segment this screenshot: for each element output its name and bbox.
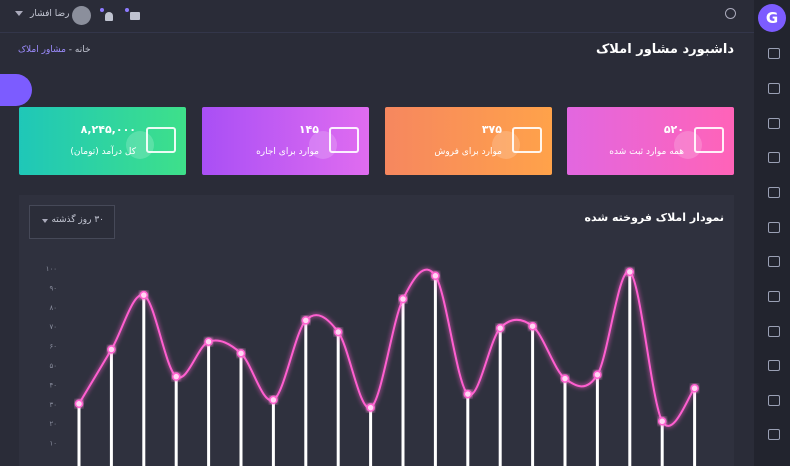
nav-icon[interactable] [768, 395, 780, 406]
stat-card: ۵۲۰ همه موارد ثبت شده [567, 107, 734, 175]
point [139, 290, 149, 300]
settings-toggle[interactable] [0, 74, 32, 106]
y-tick-label: ۴۰ [49, 381, 57, 389]
nav-icon[interactable] [768, 152, 780, 163]
line [78, 268, 696, 427]
messages-dot [125, 8, 129, 12]
nav-icon[interactable] [768, 222, 780, 233]
avatar[interactable] [72, 6, 91, 25]
breadcrumb: خانه - مشاور املاک [18, 45, 91, 55]
y-tick-label: ۱۰۰ [46, 265, 57, 273]
logo[interactable]: G [758, 4, 786, 32]
search-icon[interactable] [725, 8, 736, 19]
nav-icon[interactable] [768, 83, 780, 94]
point [560, 374, 570, 383]
sidebar: G [754, 0, 790, 466]
icon-backdrop [674, 131, 702, 159]
notification-dot [100, 8, 104, 12]
dropdown-label: ۳۰ روز گذشته [51, 215, 104, 225]
point [593, 370, 602, 379]
point [463, 389, 473, 399]
stat-card: ۱۴۵ موارد برای اجاره [202, 107, 369, 175]
point [236, 349, 246, 358]
nav-icon[interactable] [768, 256, 780, 267]
messages-icon[interactable] [130, 12, 140, 20]
point [269, 395, 278, 405]
nav-icon[interactable] [768, 429, 780, 440]
point [366, 403, 375, 412]
card-icon [512, 127, 542, 153]
icon-backdrop [309, 131, 337, 159]
notification-icon[interactable] [105, 12, 113, 21]
point [398, 294, 408, 304]
stat-value: ۸,۲۴۵,۰۰۰ [80, 123, 136, 136]
point [690, 384, 699, 393]
nav-icon[interactable] [768, 291, 780, 302]
y-tick-label: ۲۰ [49, 420, 57, 428]
icon-backdrop [126, 131, 154, 159]
point [171, 372, 181, 381]
stat-label: موارد برای اجاره [256, 147, 319, 157]
chart: ۱۰ ۲۰ ۳۰ ۴۰ ۵۰ ۶۰ ۷۰ ۸۰ ۹۰ ۱۰۰ [46, 265, 699, 466]
point [301, 316, 311, 325]
y-tick-label: ۱۰ [49, 440, 57, 448]
point [204, 337, 213, 346]
y-tick-label: ۶۰ [49, 343, 57, 351]
y-tick-label: ۷۰ [49, 323, 57, 331]
y-tick-label: ۵۰ [49, 362, 57, 370]
user-menu-caret[interactable] [15, 11, 23, 16]
chart-title: نمودار املاک فروخته شده [584, 211, 724, 224]
card-icon [146, 127, 176, 153]
nav-icon[interactable] [768, 360, 780, 371]
nav-icon[interactable] [768, 187, 780, 198]
chart-panel: نمودار املاک فروخته شده ۳۰ روز گذشته ۱۰ ۲… [19, 195, 734, 466]
point [657, 417, 667, 426]
breadcrumb-current: مشاور املاک [18, 45, 66, 55]
point [333, 327, 343, 337]
nav-icon[interactable] [768, 326, 780, 337]
point [528, 321, 537, 331]
breadcrumb-separator: - [68, 45, 73, 55]
point [431, 271, 440, 281]
stat-label: همه موارد ثبت شده [609, 147, 684, 157]
point [107, 345, 116, 354]
stat-value: ۳۷۵ [481, 123, 502, 136]
stat-label: موارد برای فروش [434, 147, 502, 157]
nav-icon[interactable] [768, 48, 780, 59]
stat-value: ۵۲۰ [663, 123, 684, 136]
user-name[interactable]: رضا افشار [30, 9, 70, 19]
page-title: داشبورد مشاور املاک [596, 42, 734, 57]
nav-icon[interactable] [768, 118, 780, 129]
y-tick-label: ۳۰ [49, 401, 57, 409]
y-tick-label: ۸۰ [49, 304, 57, 312]
point [495, 323, 505, 333]
topbar: رضا افشار [0, 0, 754, 33]
dropdown-caret [42, 219, 48, 223]
breadcrumb-home[interactable]: خانه [74, 45, 91, 55]
card-icon [329, 127, 359, 153]
card-icon [694, 127, 724, 153]
stat-value: ۱۴۵ [298, 123, 319, 136]
point [625, 267, 635, 277]
icon-backdrop [492, 131, 520, 159]
y-tick-label: ۹۰ [49, 284, 57, 292]
stat-label: کل درآمد (تومان) [70, 147, 136, 157]
range-dropdown[interactable]: ۳۰ روز گذشته [29, 205, 115, 239]
stat-card: ۳۷۵ موارد برای فروش [385, 107, 552, 175]
point [74, 399, 84, 409]
stat-card: ۸,۲۴۵,۰۰۰ کل درآمد (تومان) [19, 107, 186, 175]
